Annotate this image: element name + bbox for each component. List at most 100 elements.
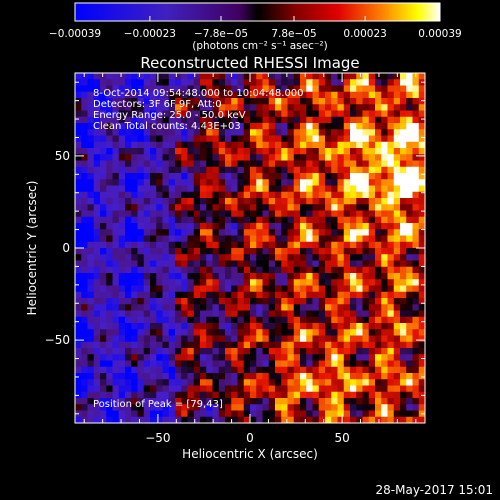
heatmap-cell <box>156 285 163 293</box>
heatmap-cell <box>200 98 207 105</box>
annotation-block: 8-Oct-2014 09:54:48.000 to 10:04:48.000 … <box>93 88 304 132</box>
heatmap-cell <box>131 141 138 149</box>
heatmap-cell <box>318 279 326 286</box>
heatmap-cell <box>125 254 132 261</box>
heatmap-cell <box>350 148 357 155</box>
heatmap-cell <box>418 241 425 249</box>
heatmap-cell <box>150 366 157 374</box>
heatmap-cell <box>81 323 88 330</box>
heatmap-cell <box>81 216 88 224</box>
heatmap-cell <box>300 116 307 124</box>
heatmap-cell <box>368 204 376 211</box>
heatmap-cell <box>406 135 413 143</box>
heatmap-cell <box>325 398 332 405</box>
heatmap-cell <box>412 210 420 218</box>
heatmap-cell <box>350 216 357 224</box>
heatmap-cell <box>275 91 282 99</box>
heatmap-cell <box>287 223 295 230</box>
heatmap-cell <box>418 185 425 193</box>
heatmap-cell <box>250 266 257 274</box>
heatmap-cell <box>375 173 382 180</box>
heatmap-cell <box>218 185 226 193</box>
heatmap-cell <box>312 248 320 255</box>
heatmap-cell <box>375 398 382 405</box>
heatmap-cell <box>256 160 263 168</box>
heatmap-cell <box>218 260 226 268</box>
heatmap-cell <box>418 198 425 205</box>
heatmap-cell <box>93 323 101 330</box>
heatmap-cell <box>337 266 345 274</box>
heatmap-cell <box>212 291 220 299</box>
heatmap-cell <box>406 160 413 168</box>
heatmap-cell <box>218 210 226 218</box>
heatmap-cell <box>131 160 138 168</box>
heatmap-cell <box>400 229 407 236</box>
heatmap-cell <box>256 416 263 423</box>
heatmap-cell <box>368 198 376 205</box>
heatmap-cell <box>237 379 245 386</box>
heatmap-cell <box>137 185 145 193</box>
heatmap-cell <box>387 279 395 286</box>
heatmap-cell <box>250 404 257 411</box>
heatmap-cell <box>325 360 332 368</box>
heatmap-cell <box>118 335 126 343</box>
heatmap-cell <box>175 129 182 136</box>
heatmap-cell <box>362 191 370 199</box>
heatmap-cell <box>168 254 176 261</box>
heatmap-cell <box>200 404 207 411</box>
heatmap-cell <box>381 316 388 324</box>
heatmap-cell <box>362 354 370 361</box>
heatmap-cell <box>150 185 157 193</box>
heatmap-cell <box>81 173 88 180</box>
heatmap-cell <box>212 360 220 368</box>
heatmap-cell <box>306 360 313 368</box>
heatmap-cell <box>100 404 107 411</box>
heatmap-cell <box>168 298 176 305</box>
heatmap-cell <box>318 91 326 99</box>
heatmap-cell <box>337 216 345 224</box>
heatmap-cell <box>306 335 313 343</box>
heatmap-cell <box>418 310 425 318</box>
heatmap-cell <box>356 391 363 399</box>
heatmap-cell <box>381 148 388 155</box>
heatmap-cell <box>406 91 413 99</box>
heatmap-cell <box>275 148 282 155</box>
heatmap-cell <box>387 235 395 243</box>
heatmap-cell <box>318 129 326 136</box>
heatmap-cell <box>256 166 263 174</box>
heatmap-cell <box>287 291 295 299</box>
heatmap-cell <box>87 329 95 336</box>
heatmap-cell <box>225 341 232 349</box>
heatmap-cell <box>187 185 195 193</box>
heatmap-cell <box>293 273 301 280</box>
heatmap-cell <box>75 229 82 236</box>
heatmap-cell <box>362 91 370 99</box>
heatmap-cell <box>150 385 157 393</box>
heatmap-cell <box>306 198 313 205</box>
heatmap-cell <box>175 298 182 305</box>
heatmap-cell <box>356 254 363 261</box>
heatmap-cell <box>156 160 163 168</box>
heatmap-cell <box>193 341 201 349</box>
heatmap-cell <box>293 104 301 111</box>
heatmap-cell <box>112 323 120 330</box>
heatmap-cell <box>143 373 151 380</box>
heatmap-cell <box>350 373 357 380</box>
heatmap-cell <box>381 204 388 211</box>
heatmap-cell <box>243 354 251 361</box>
heatmap-cell <box>131 148 138 155</box>
heatmap-cell <box>200 373 207 380</box>
heatmap-cell <box>87 216 95 224</box>
heatmap-cell <box>81 191 88 199</box>
heatmap-cell <box>162 79 170 86</box>
heatmap-cell <box>368 248 376 255</box>
heatmap-cell <box>281 141 288 149</box>
heatmap-cell <box>168 285 176 293</box>
heatmap-cell <box>125 260 132 268</box>
heatmap-cell <box>418 223 425 230</box>
heatmap-cell <box>325 279 332 286</box>
heatmap-cell <box>200 254 207 261</box>
heatmap-cell <box>331 279 338 286</box>
heatmap-cell <box>262 204 270 211</box>
